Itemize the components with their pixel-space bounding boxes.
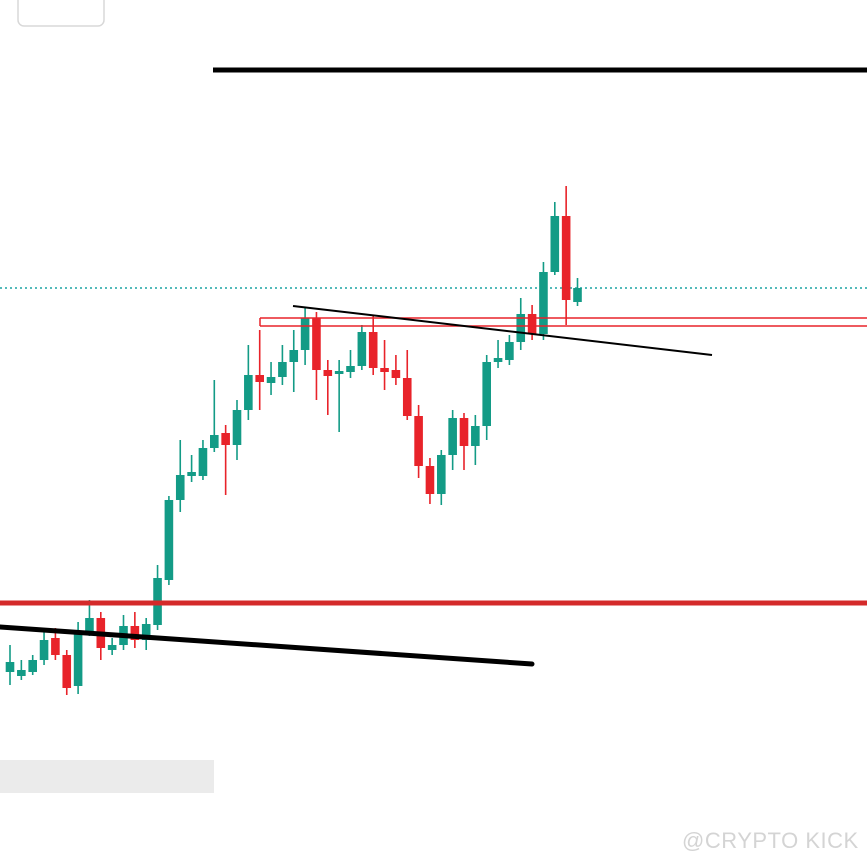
candle-body	[141, 624, 151, 640]
candle-body	[425, 466, 435, 494]
candle-body	[437, 455, 446, 494]
candle-body	[255, 375, 264, 382]
candle-body	[278, 362, 287, 377]
candle-body	[5, 662, 15, 672]
candle-body	[539, 272, 548, 334]
candle-body	[289, 350, 299, 362]
candle-body	[39, 640, 49, 660]
trend-line	[0, 624, 535, 667]
candle-body	[221, 433, 230, 445]
candle-body	[516, 314, 526, 342]
candle-body	[368, 332, 378, 368]
candle-body	[573, 288, 582, 302]
candle-body	[17, 670, 26, 676]
candle-body	[244, 375, 253, 410]
candles	[5, 186, 582, 695]
candle-body	[62, 655, 72, 688]
candle-body	[130, 626, 140, 640]
candle-body	[380, 368, 389, 372]
candle-body	[51, 638, 60, 655]
candle-body	[550, 216, 560, 272]
candle-body	[414, 416, 423, 466]
candle-body	[505, 342, 514, 360]
panel	[0, 760, 214, 793]
trend-line	[292, 305, 713, 356]
candle-body	[175, 475, 185, 500]
candle-body	[459, 418, 469, 446]
candle-body	[346, 366, 355, 372]
candle-body	[493, 358, 503, 362]
candle-body	[300, 318, 310, 350]
candle-body	[334, 371, 344, 374]
candle-body	[312, 318, 321, 370]
candle-body	[402, 378, 412, 416]
candle-body	[198, 448, 208, 476]
candle-body	[323, 370, 333, 376]
candle-body	[210, 435, 219, 448]
candle-body	[357, 332, 367, 366]
candle-body	[107, 645, 117, 650]
watermark: @CRYPTO KICK	[682, 828, 859, 853]
candle-body	[482, 362, 491, 426]
candle-body	[448, 418, 457, 455]
candle-body	[232, 410, 242, 445]
candle-body	[164, 500, 174, 580]
candle-body	[266, 377, 276, 383]
candle-body	[391, 370, 401, 378]
candle-body	[561, 216, 571, 300]
candle-body	[187, 472, 196, 476]
toolbar-button[interactable]	[17, 0, 105, 27]
candle-body	[471, 426, 480, 446]
candle-body	[73, 632, 83, 686]
candle-body	[527, 314, 537, 334]
candle-body	[28, 660, 37, 672]
candle-body	[85, 618, 94, 632]
